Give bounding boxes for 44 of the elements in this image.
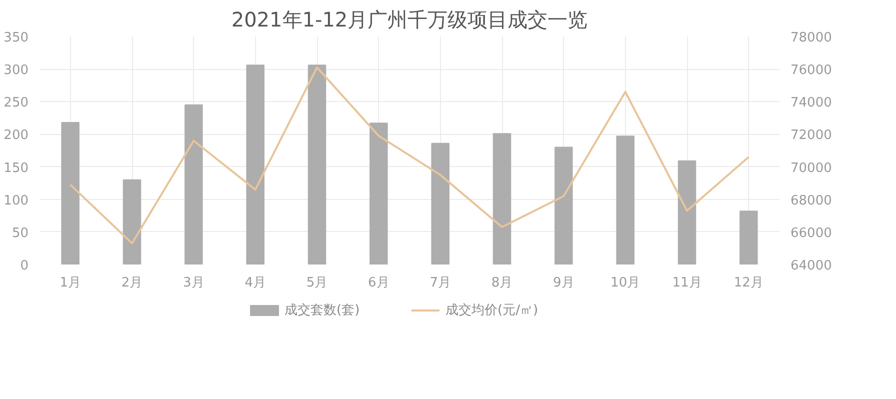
bar: [554, 146, 573, 264]
bar: [431, 142, 450, 264]
y-tick-label: 350: [4, 30, 29, 46]
bar: [308, 64, 326, 264]
y2-tick-label: 64000: [790, 258, 832, 274]
x-tick-label: 3月: [183, 276, 204, 290]
x-tick-label: 5月: [306, 276, 328, 290]
y-tick-label: 150: [4, 160, 29, 176]
bar: [492, 133, 512, 264]
y2-tick-label: 72000: [790, 128, 832, 144]
bar: [122, 179, 142, 264]
y2-tick-label: 76000: [790, 63, 832, 78]
y-tick-label: 50: [12, 226, 29, 241]
line-series: [69, 66, 750, 244]
bar: [740, 210, 758, 264]
x-tick-label: 1月: [60, 276, 81, 290]
x-tick-label: 8月: [491, 276, 513, 290]
bar: [370, 122, 388, 264]
bar: [61, 122, 80, 264]
bar: [678, 160, 696, 264]
bar: [184, 104, 203, 264]
y2-tick-label: 68000: [790, 193, 832, 208]
y2-tick-label: 74000: [790, 96, 832, 111]
y2-tick-label: 66000: [790, 226, 832, 241]
y-tick-label: 250: [4, 96, 29, 111]
x-tick-label: 10月: [610, 276, 640, 290]
y-tick-label: 100: [4, 193, 29, 208]
x-tick-label: 2月: [121, 276, 143, 290]
chart-title: 2021年1-12月广州千万级项目成交一览: [231, 8, 588, 32]
y-tick-label: 200: [4, 128, 29, 144]
legend-label: 成交套数(套): [284, 302, 360, 318]
bar: [616, 136, 634, 264]
y-tick-label: 300: [4, 63, 29, 78]
y2-tick-label: 78000: [790, 30, 832, 46]
bar: [246, 64, 264, 264]
legend-label: 成交均价(元/㎡): [446, 302, 538, 318]
x-tick-label: 9月: [553, 276, 574, 290]
x-tick-label: 12月: [734, 276, 764, 290]
x-tick-label: 11月: [672, 276, 702, 290]
y-tick-label: 0: [20, 258, 29, 274]
x-tick-label: 6月: [368, 276, 390, 290]
x-tick-label: 7月: [430, 276, 451, 290]
x-tick-label: 4月: [244, 276, 266, 290]
y2-tick-label: 70000: [790, 160, 832, 176]
